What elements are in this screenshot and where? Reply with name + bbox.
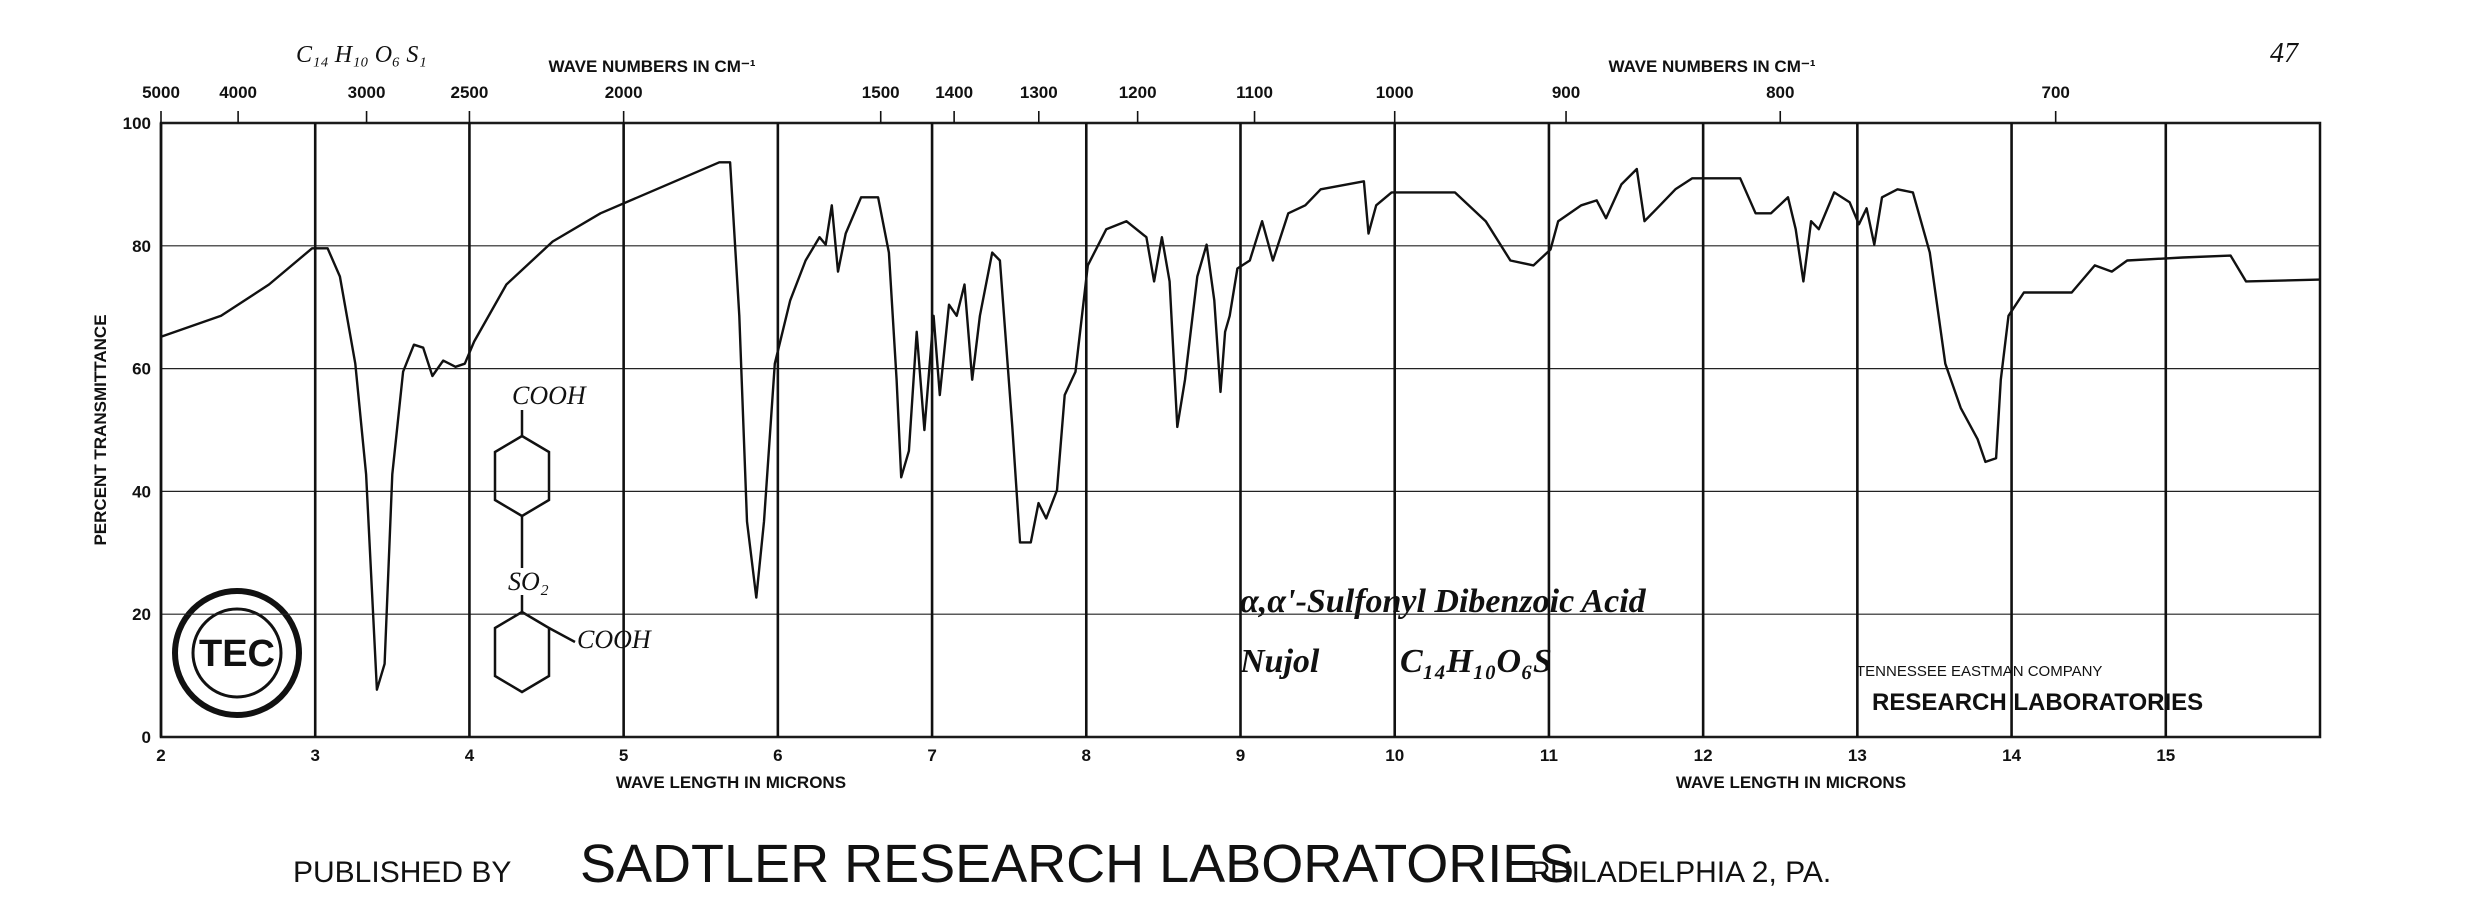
x-tick-label: 4 xyxy=(465,746,475,765)
footer-prefix: PUBLISHED BY xyxy=(293,856,511,889)
logo-text: TEC xyxy=(199,633,275,675)
x2-tick-label: 1300 xyxy=(1020,83,1058,102)
x-axis-label: WAVE LENGTH IN MICRONS xyxy=(1676,773,1906,792)
x-tick-label: 15 xyxy=(2156,746,2175,765)
bond xyxy=(548,626,576,644)
x-tick-label: 12 xyxy=(1694,746,1713,765)
x2-tick-label: 1000 xyxy=(1376,83,1414,102)
x-axis-label: WAVE LENGTH IN MICRONS xyxy=(616,773,846,792)
x2-tick-label: 900 xyxy=(1552,83,1580,102)
y-tick-label: 80 xyxy=(132,237,151,256)
stamp-lab: RESEARCH LABORATORIES xyxy=(1872,689,2203,716)
x2-tick-label: 3000 xyxy=(348,83,386,102)
structure-label: SO₂ xyxy=(508,567,549,596)
x2-tick-label: 800 xyxy=(1766,83,1794,102)
y-axis-label: PERCENT TRANSMITTANCE xyxy=(91,314,110,545)
x-tick-label: 3 xyxy=(310,746,319,765)
benzene-ring xyxy=(493,434,551,518)
y-tick-label: 0 xyxy=(142,728,151,747)
page-number: 47 xyxy=(2270,38,2299,69)
x-tick-label: 2 xyxy=(156,746,165,765)
structure-drawing xyxy=(493,410,576,694)
y-tick-label: 20 xyxy=(132,605,151,624)
x-tick-label: 11 xyxy=(1540,746,1558,765)
medium: Nujol xyxy=(1239,643,1320,680)
stamp-company: TENNESSEE EASTMAN COMPANY xyxy=(1856,663,2102,680)
y-tick-label: 60 xyxy=(132,360,151,379)
x2-tick-label: 2500 xyxy=(451,83,489,102)
x-tick-label: 13 xyxy=(1848,746,1867,765)
x2-tick-label: 5000 xyxy=(142,83,180,102)
x-tick-label: 8 xyxy=(1082,746,1091,765)
x2-axis-label: WAVE NUMBERS IN CM⁻¹ xyxy=(549,57,756,76)
x2-tick-label: 2000 xyxy=(605,83,643,102)
x-tick-label: 14 xyxy=(2002,746,2021,765)
structure-label: COOH xyxy=(512,381,587,410)
spectrum-line xyxy=(160,161,2321,691)
footer-city: PHILADELPHIA 2, PA. xyxy=(1530,856,1831,889)
x-tick-label: 10 xyxy=(1385,746,1404,765)
x2-tick-label: 1400 xyxy=(935,83,973,102)
x2-axis-label: WAVE NUMBERS IN CM⁻¹ xyxy=(1609,57,1816,76)
y-tick-label: 100 xyxy=(123,114,151,133)
logo: TEC xyxy=(172,588,302,718)
x-tick-label: 9 xyxy=(1236,746,1245,765)
formula-note: C₁₄ H₁₀ O₆ S₁ xyxy=(296,42,427,68)
structure-label: COOH xyxy=(577,625,652,654)
footer-publisher: SADTLER RESEARCH LABORATORIES xyxy=(580,834,1574,894)
x2-tick-label: 1200 xyxy=(1119,83,1157,102)
benzene-ring xyxy=(493,610,551,694)
y-tick-label: 40 xyxy=(132,482,151,501)
formula: C₁₄H₁₀O₆S xyxy=(1400,643,1552,680)
x-tick-label: 7 xyxy=(927,746,936,765)
x-tick-label: 5 xyxy=(619,746,628,765)
x2-tick-label: 700 xyxy=(2041,83,2069,102)
x2-tick-label: 4000 xyxy=(219,83,257,102)
x-tick-label: 6 xyxy=(773,746,782,765)
x2-tick-label: 1500 xyxy=(862,83,900,102)
x2-tick-label: 1100 xyxy=(1236,83,1273,102)
